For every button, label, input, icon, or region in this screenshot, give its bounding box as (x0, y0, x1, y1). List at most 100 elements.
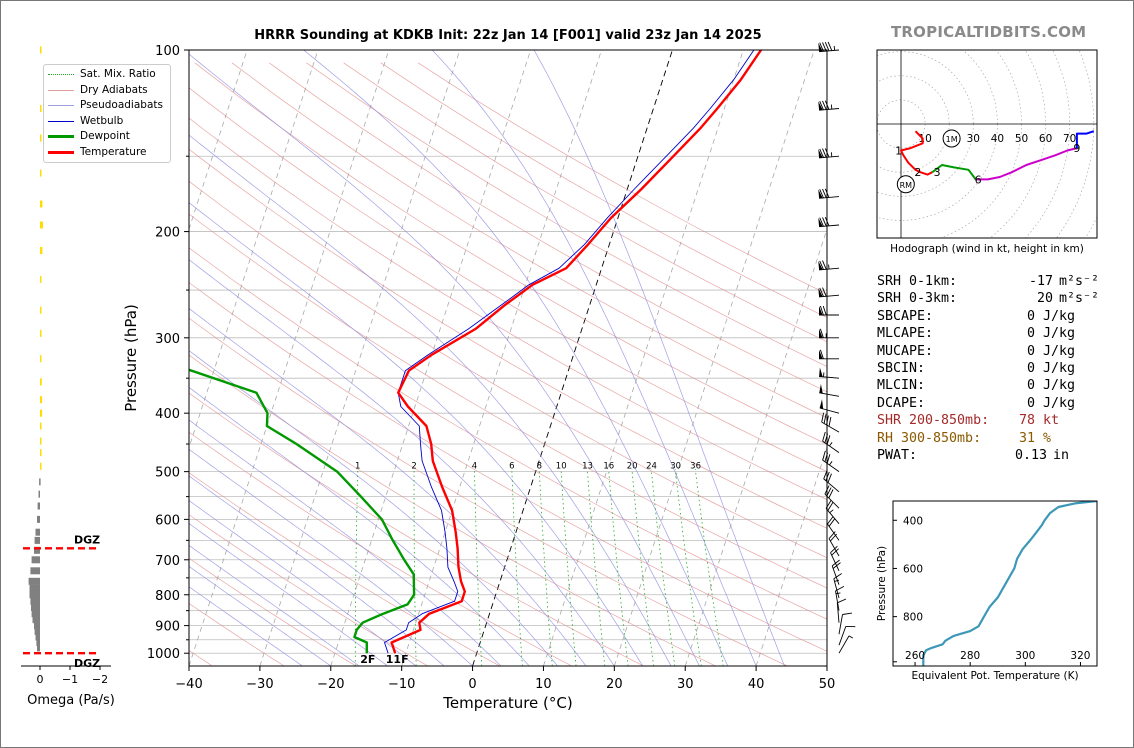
wind-barb-full (826, 415, 829, 425)
wind-barb-staff (833, 578, 840, 599)
omega-bar (40, 462, 42, 470)
wind-barb-full (832, 562, 841, 569)
x-tick-label: −20 (317, 677, 344, 692)
dry-adiabat-line (189, 213, 827, 589)
index-label: RH 300-850mb: (877, 430, 982, 446)
wind-barb-full (822, 188, 827, 198)
chart-title: HRRR Sounding at KDKB Init: 22z Jan 14 [… (254, 28, 762, 43)
storm-motion-label: RM (900, 181, 913, 190)
omega-bar (34, 627, 40, 635)
thetae-frame (892, 500, 1098, 667)
index-value: 31 (1018, 430, 1035, 446)
wind-barb (818, 100, 840, 111)
legend-item-wetbulb: Wetbulb (44, 114, 170, 130)
wind-barb-half (848, 635, 854, 639)
pseudoadiabat-line (431, 50, 757, 666)
index-unit: kt (1043, 413, 1060, 429)
index-value: 0 (1026, 308, 1035, 324)
index-label: SBCIN: (877, 360, 926, 376)
index-value: 0 (1026, 360, 1035, 376)
omega-bar (40, 449, 42, 457)
dry-adiabat-line (189, 392, 644, 666)
wind-barb (827, 516, 840, 541)
index-unit: m²s⁻² (1059, 274, 1100, 289)
omega-bar (36, 639, 40, 646)
wind-barb (836, 598, 847, 623)
wind-barb-pennant (818, 288, 823, 297)
dry-adiabat-line (343, 62, 827, 343)
dry-adiabat-line (189, 148, 827, 529)
wind-barb-staff (822, 440, 840, 453)
omega-bar (39, 478, 41, 486)
hodograph-height-label: 2 (914, 166, 921, 179)
legend-item-mixing-ratio: Sat. Mix. Ratio (44, 67, 170, 83)
wind-barb-full (825, 471, 830, 481)
temperature-profile (390, 50, 762, 654)
wind-barb-full (822, 431, 826, 442)
omega-bar (40, 329, 42, 337)
legend-sample-mixing-ratio (48, 74, 74, 75)
wind-barb-full (822, 287, 827, 297)
pseudoadiabat-line (189, 387, 530, 666)
wind-barb-full (823, 414, 827, 424)
mixing-ratio-label: 1 (355, 462, 360, 472)
thetae-x-tick-label: 260 (905, 650, 925, 662)
omega-bar (40, 396, 43, 404)
hodograph-plot-area: 102030405060701MRM12369 (877, 50, 1097, 238)
index-value: -17 (1028, 274, 1053, 289)
wind-barb-full (828, 489, 834, 499)
omega-bar (31, 556, 40, 564)
omega-bar (40, 437, 42, 445)
omega-bar (28, 577, 40, 585)
wind-barb (818, 287, 840, 298)
wind-barb-full (826, 487, 832, 497)
pseudoadiabat-line (189, 565, 332, 666)
index-unit: J/kg (1043, 308, 1076, 324)
mixing-ratio-label: 4 (472, 462, 477, 472)
wind-barb-full (824, 217, 830, 227)
legend-sample-pseudoadiabats (48, 105, 74, 106)
wind-barb-pennant (819, 367, 823, 377)
isotherm-line (472, 50, 673, 666)
isotherm-line (543, 50, 744, 666)
y-axis-label: Pressure (hPa) (122, 304, 140, 412)
wind-barb-staff (821, 421, 840, 433)
mixing-ratio-label: 16 (603, 462, 614, 472)
index-mlcape: MLCAPE: 0 J/kg (877, 326, 1107, 343)
wind-barb (819, 305, 839, 316)
wind-barb-full (824, 42, 830, 52)
legend-label: Sat. Mix. Ratio (80, 68, 156, 80)
wind-barb-staff (838, 635, 850, 654)
hodograph-ring-label: 60 (1039, 133, 1052, 145)
mixing-ratio-line (694, 468, 724, 666)
dry-adiabat-line (189, 602, 285, 666)
dry-adiabat-line (380, 62, 827, 318)
legend-sample-wetbulb (48, 120, 74, 122)
x-tick-label: 40 (748, 677, 765, 692)
mixing-ratio-label: 6 (509, 462, 514, 472)
wind-barb (823, 469, 840, 493)
mixing-ratio-line (474, 468, 483, 666)
wind-barb (838, 612, 852, 635)
mixing-ratio-label: 8 (537, 462, 542, 472)
isotherm-line (189, 50, 390, 666)
hodograph-height-label: 1 (895, 145, 902, 158)
dry-adiabat-line (194, 62, 827, 445)
pseudoadiabat-line (189, 134, 672, 666)
index-value: 0 (1026, 395, 1035, 411)
hodograph-ring-label: 70 (1063, 133, 1076, 145)
index-value: 0 (1026, 326, 1035, 342)
wind-barb-full (828, 416, 832, 427)
wind-barb (818, 148, 840, 159)
omega-bar (40, 378, 42, 386)
mixing-ratio-label: 20 (627, 462, 638, 472)
dewpoint-profile (189, 368, 416, 654)
index-unit: m²s⁻² (1059, 291, 1100, 307)
pseudoadiabat-line (189, 544, 360, 666)
wind-barb-full (819, 217, 824, 227)
wind-barb-full (826, 435, 831, 445)
wind-barb-full (822, 260, 827, 270)
wind-barb (831, 559, 841, 585)
x-axis-label: Temperature (°C) (442, 694, 572, 712)
